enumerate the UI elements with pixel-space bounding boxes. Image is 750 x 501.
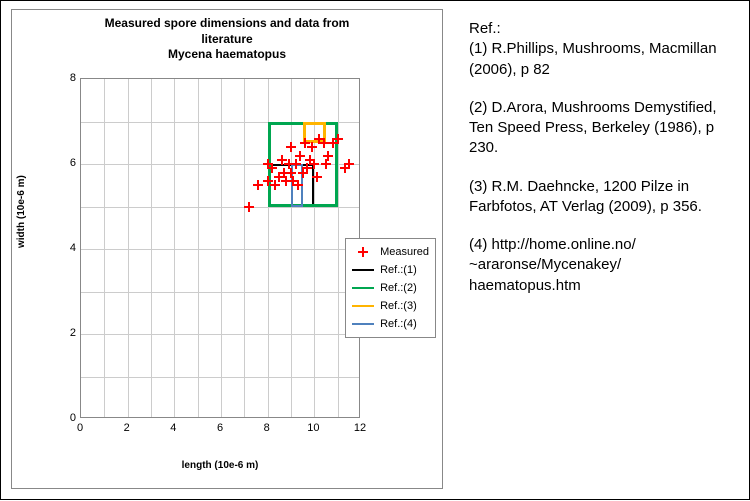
legend-entry: Ref.:(4) — [352, 315, 429, 333]
reference-item: (3) R.M. Daehncke, 1200 Pilze in Farbfot… — [469, 177, 733, 218]
legend-label: Measured — [380, 246, 429, 258]
legend-line-icon — [352, 300, 374, 312]
legend-entry: Ref.:(3) — [352, 297, 429, 315]
x-tick-label: 2 — [124, 422, 130, 434]
chart-title: Measured spore dimensions and data from … — [12, 16, 442, 63]
legend-label: Ref.:(1) — [380, 264, 417, 276]
chart-pane: Measured spore dimensions and data from … — [1, 1, 451, 501]
chart-title-line3: Mycena haematopus — [12, 47, 442, 63]
legend-line-icon — [352, 318, 374, 330]
plot-region — [80, 78, 360, 418]
chart-area: Measured spore dimensions and data from … — [11, 9, 443, 489]
legend-label: Ref.:(3) — [380, 300, 417, 312]
legend-entry: Measured — [352, 243, 429, 261]
legend-label: Ref.:(4) — [380, 318, 417, 330]
x-tick-label: 6 — [217, 422, 223, 434]
legend-marker-icon — [352, 246, 374, 258]
x-axis-label: length (10e-6 m) — [80, 460, 360, 471]
y-tick-label: 0 — [62, 412, 76, 424]
x-tick-label: 8 — [264, 422, 270, 434]
references-heading: Ref.: (1) R.Phillips, Mushrooms, Macmill… — [469, 19, 733, 80]
y-axis-label: width (10e-6 m) — [16, 175, 27, 248]
ref-box-ref4 — [291, 164, 303, 207]
reference-item: (2) D.Arora, Mushrooms Demystified, Ten … — [469, 98, 733, 159]
reference-item: (4) http://home.online.no/ ~araronse/Myc… — [469, 235, 733, 296]
legend-line-icon — [352, 282, 374, 294]
legend-entry: Ref.:(2) — [352, 279, 429, 297]
x-tick-label: 12 — [354, 422, 366, 434]
y-tick-label: 4 — [62, 242, 76, 254]
chart-title-line1: Measured spore dimensions and data from — [12, 16, 442, 32]
legend: Measured Ref.:(1) Ref.:(2) Ref.:(3) Ref.:(4) — [345, 238, 436, 338]
legend-label: Ref.:(2) — [380, 282, 417, 294]
y-tick-label: 8 — [62, 72, 76, 84]
y-tick-label: 6 — [62, 157, 76, 169]
x-tick-label: 10 — [307, 422, 319, 434]
ref-box-ref3 — [303, 122, 326, 143]
legend-line-icon — [352, 264, 374, 276]
y-tick-label: 2 — [62, 327, 76, 339]
reference-item: (1) R.Phillips, Mushrooms, Macmillan (20… — [469, 40, 717, 77]
legend-entry: Ref.:(1) — [352, 261, 429, 279]
x-tick-label: 0 — [77, 422, 83, 434]
x-tick-label: 4 — [170, 422, 176, 434]
references-pane: Ref.: (1) R.Phillips, Mushrooms, Macmill… — [451, 1, 749, 499]
chart-title-line2: literature — [12, 32, 442, 48]
data-point — [253, 180, 263, 190]
